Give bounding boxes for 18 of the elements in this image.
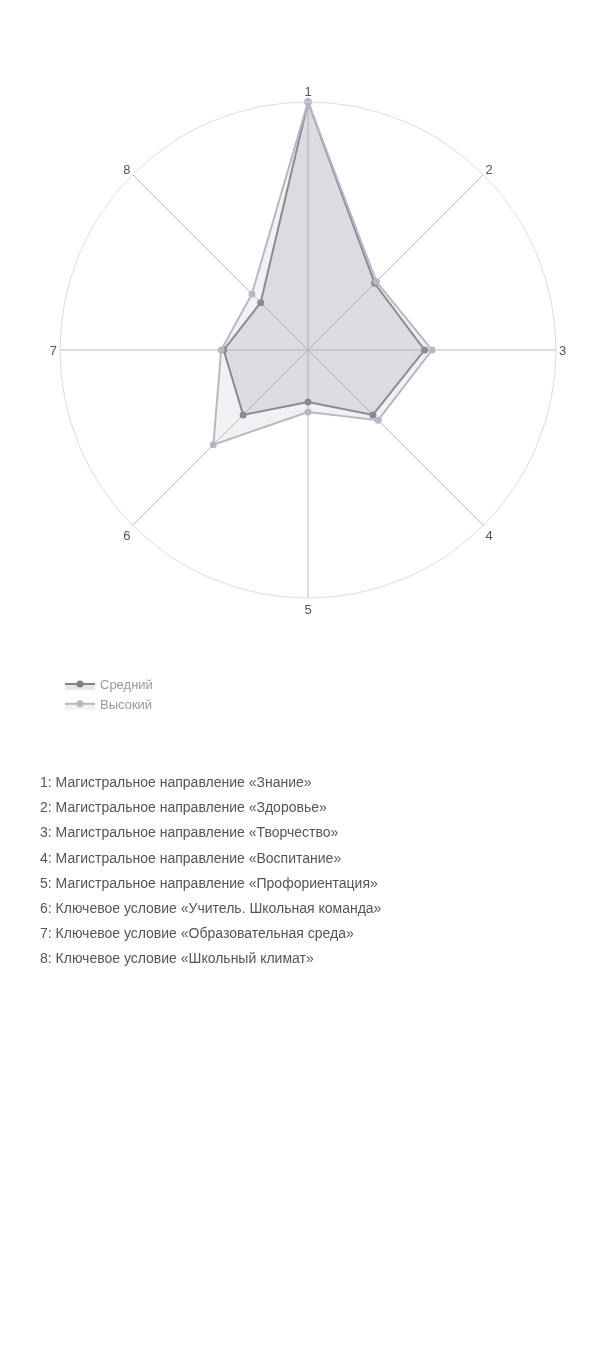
text: 2: Магистральное направление «Здоровье» [40,798,328,818]
spoke-label: 3 [559,342,567,358]
text: 8: Ключевое условие «Школьный климат» [40,949,315,969]
spoke-label: 7 [49,342,57,358]
spoke-label: 5 [304,602,312,618]
text: 4: Магистральное направление «Воспитание» [40,848,343,868]
text: 5: Магистральное направление «Профориентация» [40,873,379,893]
spoke-label: 6 [123,527,131,543]
legend-label: Высокий [100,696,153,712]
spoke-label: 2 [485,161,493,177]
spoke-label: 1 [304,84,312,100]
text: 6: Ключевое условие «Учитель. Школьная команда» [40,898,383,918]
legend-label: Средний [100,677,153,693]
text: 1: Магистральное направление «Знание» [40,773,313,792]
spoke-label: 4 [485,527,493,543]
spoke-label: 8 [123,161,131,177]
text: 7: Ключевое условие «Образовательная среда» [40,924,355,944]
text: 3: Магистральное направление «Творчество» [40,823,340,843]
